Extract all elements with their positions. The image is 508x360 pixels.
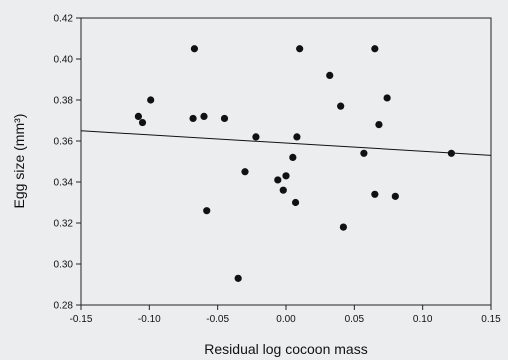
x-tick-label: 0.10 <box>413 314 433 325</box>
data-point <box>138 118 147 127</box>
data-point <box>234 274 242 282</box>
data-point <box>447 149 455 157</box>
data-points <box>134 45 455 282</box>
x-tick-label: 0.00 <box>276 314 296 325</box>
y-tick-label: 0.40 <box>54 55 74 66</box>
data-point <box>241 168 249 176</box>
data-point <box>326 71 334 79</box>
x-tick-label: -0.10 <box>138 314 161 325</box>
data-point <box>220 114 229 123</box>
data-point <box>371 190 379 198</box>
y-tick-label: 0.42 <box>54 14 74 25</box>
data-point <box>296 45 304 53</box>
y-tick-label: 0.36 <box>54 137 74 148</box>
x-tick-label: 0.15 <box>481 314 501 325</box>
data-point <box>289 153 297 161</box>
data-point <box>375 121 383 129</box>
data-point <box>337 102 345 110</box>
x-axis: -0.15 -0.10 -0.05 0.00 0.05 0.10 0.15 <box>70 305 501 325</box>
data-point <box>147 96 155 104</box>
data-point <box>200 112 208 120</box>
data-point <box>383 94 391 102</box>
x-tick-label: -0.05 <box>206 314 229 325</box>
y-tick-label: 0.34 <box>54 178 74 189</box>
y-tick-label: 0.30 <box>54 260 74 271</box>
data-point <box>391 192 399 200</box>
plot-area <box>80 17 492 306</box>
regression-line-group <box>80 130 492 156</box>
regression-line <box>80 130 492 156</box>
data-point <box>134 112 142 120</box>
y-tick-label: 0.38 <box>54 96 74 107</box>
data-point <box>371 45 379 53</box>
data-point <box>252 133 260 141</box>
data-point <box>279 186 287 194</box>
data-point <box>339 223 347 231</box>
y-tick-label: 0.28 <box>54 301 74 312</box>
x-tick-label: 0.05 <box>345 314 365 325</box>
x-tick-label: -0.15 <box>70 314 93 325</box>
data-point <box>203 207 211 215</box>
data-point <box>360 149 368 157</box>
data-point <box>274 176 282 184</box>
data-point <box>282 172 290 180</box>
data-point <box>291 198 300 207</box>
data-point <box>293 133 301 141</box>
plot-frame <box>80 17 492 306</box>
data-point <box>190 45 199 53</box>
y-axis: 0.28 0.30 0.32 0.34 0.36 0.38 0.40 0.42 <box>54 14 81 312</box>
data-point <box>189 114 197 123</box>
y-axis-title: Egg size (mm³) <box>11 114 27 209</box>
y-tick-label: 0.32 <box>54 219 74 230</box>
x-axis-title: Residual log cocoon mass <box>204 341 367 357</box>
